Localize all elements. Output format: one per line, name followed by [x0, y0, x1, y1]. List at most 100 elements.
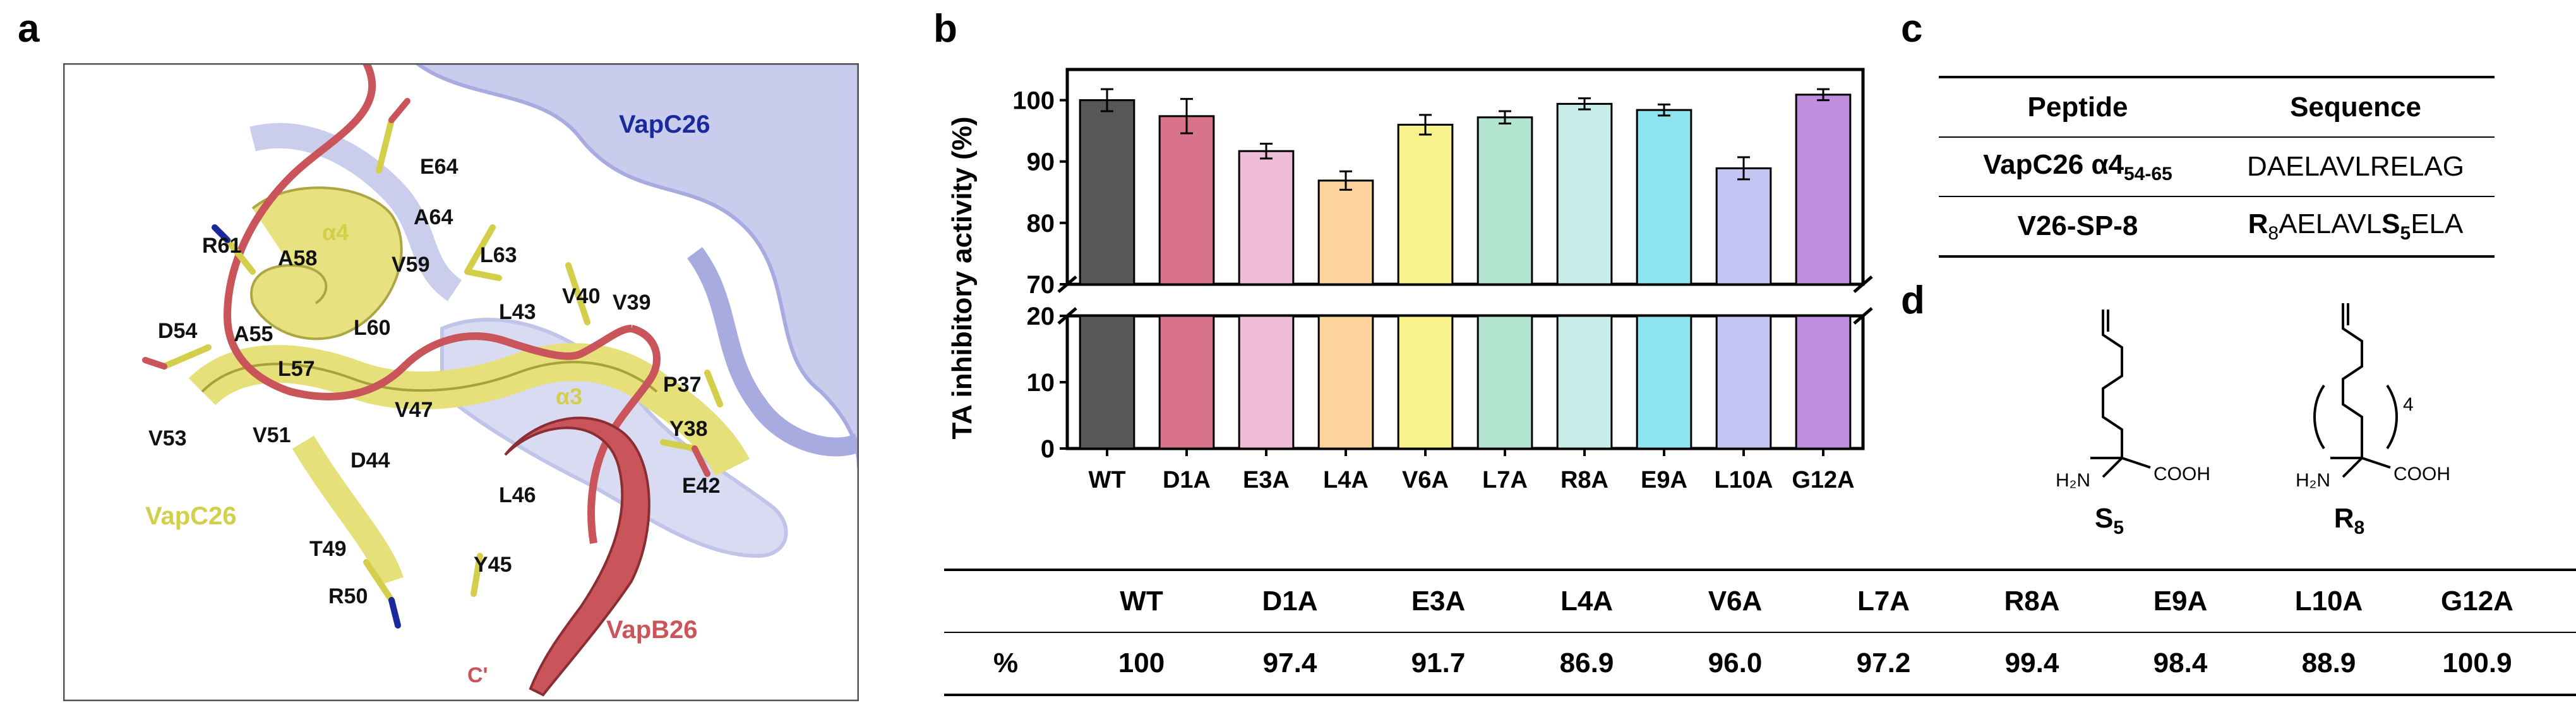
seq-r-sub: 8 — [2268, 222, 2279, 244]
y-tick-label: 80 — [1027, 210, 1055, 238]
bar-e3a-upper — [1238, 150, 1295, 286]
residue-labels: E64 A64 L63 R61 A58 V59 V40 V39 L43 D54 A55 L60 L57 P… — [148, 155, 721, 608]
header-peptide: Peptide — [2027, 92, 2128, 123]
activity-value-r8a: 99.4 — [2004, 648, 2059, 678]
activity-table-values: % 100 97.4 91.7 86.9 96.0 97.2 99.4 98.4 88.9 100.… — [944, 633, 2576, 694]
activity-header-d1a: D1A — [1262, 586, 1318, 617]
chart-frame-upper — [1065, 68, 1865, 286]
x-tick-label-g12a: G12A — [1792, 467, 1854, 493]
activity-value-l7a: 97.2 — [1856, 648, 1911, 678]
s5-amine: H₂N — [2056, 470, 2090, 491]
activity-header-wt: WT — [1120, 586, 1163, 617]
activity-value-e3a: 91.7 — [1411, 648, 1466, 678]
residue-label-e42: E42 — [682, 474, 721, 498]
bar-e9a-upper — [1636, 109, 1692, 286]
y-tick-label: 20 — [1027, 303, 1055, 330]
peptide-row-2: V26-SP-8 R8AELAVLS5ELA — [1939, 197, 2495, 255]
seq-r: R — [2248, 208, 2268, 239]
y-tick-label: 70 — [1027, 271, 1055, 299]
residue-label-v53: V53 — [148, 426, 187, 450]
x-tick-label-l10a: L10A — [1715, 467, 1773, 493]
peptide-table-header: Peptide Sequence — [1939, 78, 2495, 136]
bar-r8a-upper — [1556, 102, 1613, 286]
r8-label-main: R — [2334, 503, 2354, 534]
vapb26-chain — [223, 63, 661, 544]
seq-s-sub: 5 — [2400, 222, 2411, 244]
residue-label-l43: L43 — [499, 300, 536, 324]
residue-label-r61: R61 — [202, 234, 241, 258]
y-tick-label: 0 — [1041, 435, 1055, 463]
s5-label-sub: 5 — [2113, 517, 2124, 537]
c-terminus-label: C' — [467, 663, 488, 687]
x-tick-label-e9a: E9A — [1641, 467, 1687, 493]
residue-label-l57: L57 — [278, 357, 315, 381]
bar-chart: TA inhibitory activity (%) 70 80 90 100 0 10 2… — [947, 68, 1873, 493]
activity-value-wt: 100 — [1118, 648, 1165, 678]
table-rule-mid — [1939, 136, 2495, 138]
activity-row-label: % — [993, 648, 1019, 678]
residue-label-l63: L63 — [480, 243, 517, 267]
residue-sticks — [142, 98, 723, 629]
activity-value-d1a: 97.4 — [1262, 648, 1317, 678]
activity-table-rule-bottom — [944, 694, 2576, 696]
activity-header-g12a: G12A — [2441, 586, 2513, 617]
residue-label-y45: Y45 — [474, 553, 512, 577]
vapb26-ribbon — [504, 416, 650, 697]
bar-l4a-lower — [1317, 315, 1374, 450]
bar-e3a-lower — [1238, 315, 1295, 450]
peptide-table: Peptide Sequence VapC26 α454-65 DAELAVLR… — [1939, 76, 2495, 258]
r8-label: R8 — [2334, 503, 2364, 537]
r8-label-sub: 8 — [2354, 517, 2365, 537]
axis-break-mark — [1853, 275, 1873, 293]
residue-label-d44: D44 — [350, 449, 390, 473]
axis-break-mark — [1853, 307, 1873, 325]
x-tick-label-l4a: L4A — [1323, 467, 1369, 493]
panel-letter-b: b — [933, 7, 957, 51]
residue-label-a64: A64 — [414, 205, 453, 229]
x-tick-label-r8a: R8A — [1561, 467, 1609, 493]
residue-label-r50: R50 — [328, 584, 368, 608]
peptide-name-1-sub: 54-65 — [2124, 163, 2172, 184]
activity-header-l7a: L7A — [1857, 586, 1910, 617]
bar-l7a-lower — [1477, 315, 1533, 450]
peptide-name-1-main: VapC26 α4 — [1983, 148, 2124, 180]
bar-l10a-lower — [1715, 315, 1772, 450]
bar-l4a-upper — [1317, 179, 1374, 286]
residue-label-l46: L46 — [499, 483, 536, 507]
s5-structure — [2090, 310, 2151, 478]
y-tick-label: 10 — [1027, 369, 1055, 397]
bar-wt-upper — [1079, 99, 1135, 286]
residue-label-e64: E64 — [420, 155, 458, 179]
x-tick-label-wt: WT — [1088, 467, 1125, 493]
helix-a4-label: α4 — [322, 219, 349, 245]
s5-label-main: S — [2095, 503, 2113, 534]
structure-panel: VapC26 VapC26 VapB26 C' α4 α3 E64 A64 L63 R… — [63, 63, 859, 701]
activity-header-e3a: E3A — [1411, 586, 1466, 617]
bar-l7a-upper — [1477, 116, 1533, 286]
peptide-sequence-1: DAELAVLRELAG — [2246, 151, 2464, 182]
activity-header-l4a: L4A — [1560, 586, 1614, 617]
activity-table-header: WT D1A E3A L4A V6A L7A R8A E9A L10A G12A — [944, 571, 2576, 632]
chemical-structures: H₂N COOH S5 4 H₂N COOH R8 — [2056, 303, 2450, 537]
x-tick-label-d1a: D1A — [1163, 467, 1211, 493]
r8-acid: COOH — [2393, 464, 2450, 485]
residue-label-a55: A55 — [234, 322, 273, 346]
residue-label-a58: A58 — [278, 246, 317, 270]
residue-label-l60: L60 — [354, 316, 391, 340]
residue-label-v51: V51 — [253, 423, 291, 447]
activity-header-l10a: L10A — [2294, 586, 2363, 617]
chart-marks: 70 80 90 100 0 10 20 WT D1A E3A L4A V6A L7A R8A E9A L10… — [1012, 68, 1873, 493]
bar-d1a-upper — [1158, 115, 1215, 286]
x-tick-label-e3a: E3A — [1243, 467, 1290, 493]
peptide-sequence-2: R8AELAVLS5ELA — [2217, 208, 2495, 244]
activity-table-rule-top — [944, 569, 2576, 571]
residue-label-d54: D54 — [158, 319, 197, 343]
panel-letter-a: a — [18, 7, 40, 51]
panel-letter-d: d — [1901, 279, 1925, 322]
vapb26-label: VapB26 — [606, 616, 698, 644]
residue-label-t49: T49 — [309, 537, 347, 561]
bar-r8a-lower — [1556, 315, 1613, 450]
r8-amine: H₂N — [2296, 470, 2330, 491]
residue-label-v59: V59 — [392, 253, 430, 277]
activity-table: WT D1A E3A L4A V6A L7A R8A E9A L10A G12A % 100 97.4… — [944, 569, 2576, 696]
